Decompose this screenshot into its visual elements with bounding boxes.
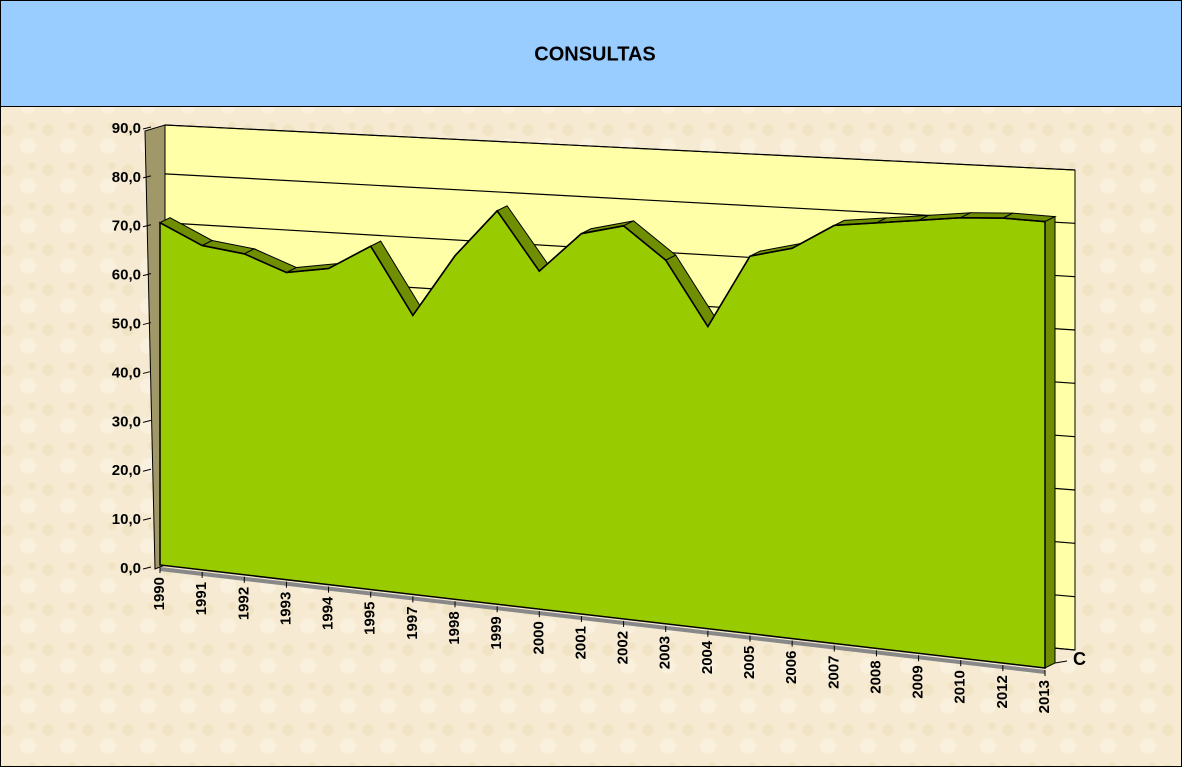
area-line bbox=[159, 209, 1046, 329]
x-tick-label: 2004 bbox=[699, 640, 716, 674]
x-tick-label: 2007 bbox=[825, 655, 842, 688]
plot-area: 0,0 10,0 20,0 30,0 40,0 50,0 60,0 70,0 80,0 90,0 1… bbox=[112, 120, 1086, 713]
x-tick-label: 2005 bbox=[741, 646, 758, 679]
x-tick-label: 2009 bbox=[910, 665, 927, 698]
y-tick-label: 90,0 bbox=[112, 120, 141, 137]
y-tick-label: 10,0 bbox=[112, 511, 141, 528]
y-tick bbox=[142, 175, 152, 179]
x-tick-label: 1992 bbox=[235, 587, 252, 620]
y-tick-label: 60,0 bbox=[112, 267, 141, 284]
y-tick bbox=[142, 419, 152, 423]
y-tick bbox=[142, 517, 152, 521]
x-tick-label: 2010 bbox=[952, 670, 969, 703]
y-tick-label: 70,0 bbox=[112, 218, 141, 235]
x-tick-label: 1993 bbox=[277, 592, 294, 625]
y-tick bbox=[142, 468, 152, 472]
depth-tick bbox=[1054, 660, 1068, 664]
x-tick-label: 2012 bbox=[994, 675, 1011, 708]
x-tick-label: 1991 bbox=[193, 582, 210, 615]
y-tick-label: 0,0 bbox=[120, 560, 141, 577]
area-side bbox=[1044, 215, 1056, 669]
chart-title: CONSULTAS bbox=[534, 43, 655, 65]
x-tick-label: 1998 bbox=[446, 611, 463, 644]
x-tick-label: 1995 bbox=[362, 602, 379, 635]
x-tick-label: 2013 bbox=[1036, 680, 1053, 713]
y-tick bbox=[142, 273, 152, 277]
x-tick-label: 1990 bbox=[151, 577, 168, 610]
grid-line bbox=[164, 173, 1076, 224]
y-tick bbox=[142, 370, 152, 374]
x-tick-label: 2006 bbox=[783, 651, 800, 684]
x-tick-label: 1994 bbox=[320, 596, 337, 630]
y-tick bbox=[142, 126, 152, 130]
y-tick bbox=[142, 566, 152, 570]
x-tick-label: 2008 bbox=[867, 660, 884, 693]
y-tick-label: 40,0 bbox=[112, 364, 141, 381]
y-tick bbox=[142, 322, 152, 326]
series-label: C bbox=[1073, 649, 1086, 669]
floor-edge bbox=[159, 567, 1046, 674]
x-tick-label: 2002 bbox=[615, 631, 632, 664]
y-tick-label: 30,0 bbox=[112, 413, 141, 430]
y-tick-label: 50,0 bbox=[112, 316, 141, 333]
x-tick-label: 1997 bbox=[404, 606, 421, 639]
x-tick-label: 2001 bbox=[572, 626, 589, 659]
x-tick-label: 2000 bbox=[530, 621, 547, 654]
y-tick bbox=[142, 224, 152, 228]
grid-line bbox=[164, 124, 1076, 171]
y-tick-label: 80,0 bbox=[112, 169, 141, 186]
x-tick-label: 2003 bbox=[657, 636, 674, 669]
title-band bbox=[0, 0, 1182, 107]
x-tick-label: 1999 bbox=[488, 616, 505, 649]
y-tick-label: 20,0 bbox=[112, 462, 141, 479]
